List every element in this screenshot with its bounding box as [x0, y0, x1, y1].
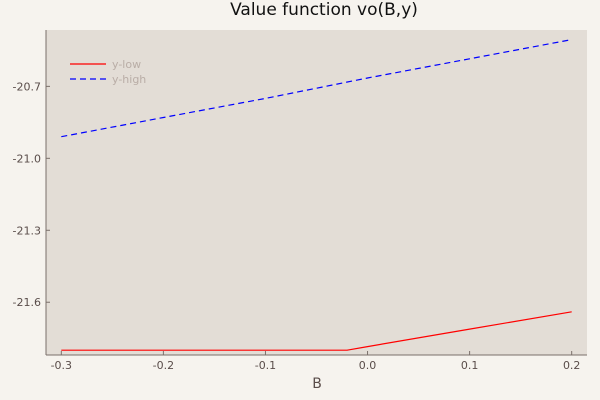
- y-tick-label: -21.6: [13, 296, 41, 309]
- y-tick-label: -20.7: [13, 80, 41, 93]
- x-ticks: -0.3 -0.2 -0.1 0.0 0.1 0.2: [51, 351, 581, 372]
- x-tick-label: 0.0: [359, 359, 377, 372]
- series-layer: [61, 39, 572, 351]
- chart-title: Value function vo(B,y): [230, 0, 418, 20]
- y-tick-label: -21.3: [13, 224, 41, 237]
- x-tick-label: 0.1: [461, 359, 479, 372]
- series-line-y-high: [61, 39, 572, 138]
- y-tick-label: -21.0: [13, 152, 41, 165]
- x-tick-label: 0.2: [563, 359, 581, 372]
- axes: [45, 30, 587, 356]
- plot-area: [46, 30, 587, 355]
- x-tick-label: -0.2: [153, 359, 174, 372]
- legend-label-y-low: y-low: [112, 58, 141, 71]
- x-tick-label: -0.3: [51, 359, 72, 372]
- series-line-y-low: [61, 311, 572, 351]
- x-axis-label: B: [312, 376, 322, 392]
- y-ticks: -20.7 -21.0 -21.3 -21.6: [13, 80, 50, 309]
- legend-label-y-high: y-high: [112, 73, 146, 86]
- legend: y-low y-high: [70, 58, 146, 86]
- x-tick-label: -0.1: [255, 359, 276, 372]
